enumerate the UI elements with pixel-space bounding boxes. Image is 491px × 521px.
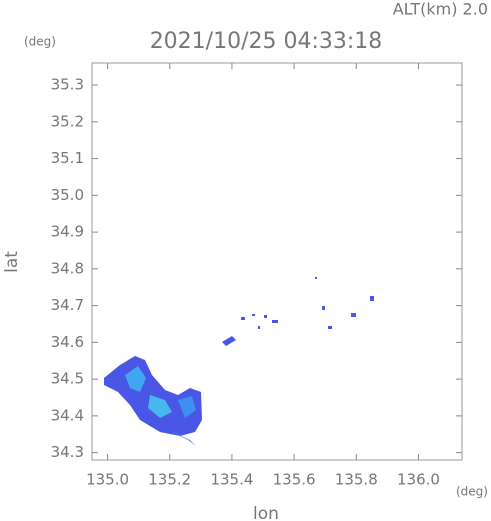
x-unit: (deg) [456, 485, 488, 499]
y-unit: (deg) [24, 35, 56, 49]
y-tick-label: 34.9 [51, 223, 84, 241]
x-tick-label: 135.6 [273, 471, 316, 489]
x-tick-label: 135.0 [86, 471, 129, 489]
x-axis-label: lon [253, 504, 279, 521]
y-tick-label: 34.3 [51, 443, 84, 461]
y-tick-label: 34.6 [51, 333, 84, 351]
y-tick-label: 34.7 [51, 296, 84, 314]
x-tick-label: 136.0 [397, 471, 440, 489]
y-tick-label: 34.4 [51, 406, 84, 424]
echo-region [104, 277, 374, 446]
y-axis-label: lat [2, 251, 22, 273]
plot-frame [91, 62, 463, 461]
x-tick-label: 135.8 [335, 471, 378, 489]
altitude-label: ALT(km) 2.0 [393, 0, 488, 19]
y-tick-label: 35.2 [51, 112, 84, 130]
y-tick-label: 35.3 [51, 76, 84, 94]
chart-title: 2021/10/25 04:33:18 [150, 29, 383, 54]
y-tick-label: 34.8 [51, 259, 84, 277]
x-tick-label: 135.2 [148, 471, 191, 489]
y-tick-label: 34.5 [51, 370, 84, 388]
x-tick-label: 135.4 [210, 471, 253, 489]
y-tick-label: 35.0 [51, 186, 84, 204]
y-tick-label: 35.1 [51, 149, 84, 167]
